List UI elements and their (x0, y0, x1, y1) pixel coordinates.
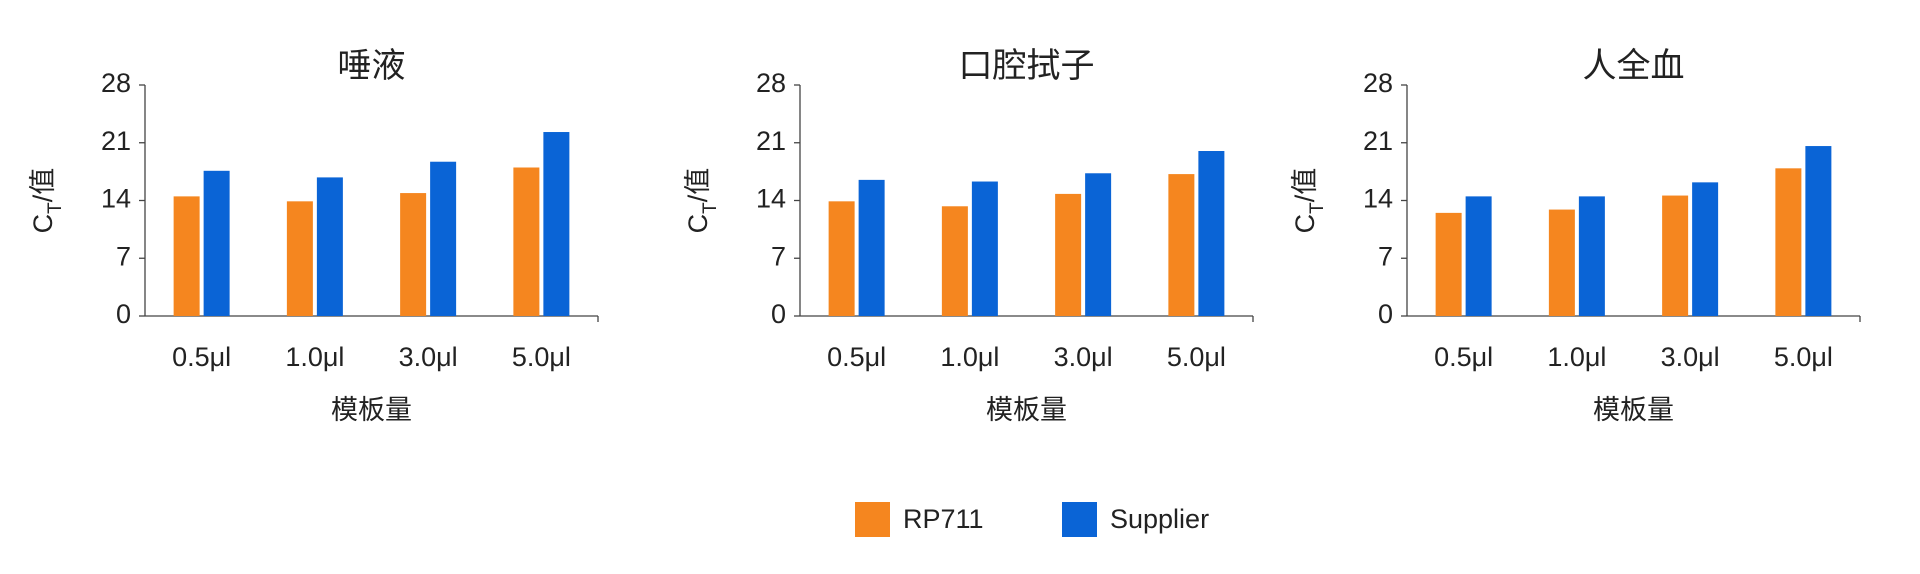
bar (1775, 168, 1802, 316)
x-tick-label: 5.0μl (512, 342, 571, 372)
x-axis-label: 模板量 (331, 395, 412, 425)
bar (203, 170, 230, 316)
bar (543, 132, 570, 316)
x-tick-label: 1.0μl (940, 342, 999, 372)
bar (941, 206, 968, 316)
x-tick-label: 3.0μl (1661, 342, 1720, 372)
bar (1198, 151, 1225, 316)
bar (513, 167, 540, 316)
x-tick-label: 0.5μl (827, 342, 886, 372)
y-axis-label-part: C (683, 214, 713, 234)
legend-swatch (1062, 502, 1097, 537)
y-axis-label: CT/值 (28, 168, 65, 234)
y-axis-label-part: C (1290, 214, 1320, 234)
x-tick-label: 3.0μl (1054, 342, 1113, 372)
legend-swatch (855, 502, 890, 537)
bar (1465, 196, 1492, 316)
bar (430, 161, 457, 316)
y-axis-label-part: /值 (28, 168, 58, 203)
y-tick-label: 28 (756, 68, 786, 98)
y-tick-label: 14 (1363, 184, 1393, 214)
y-axis-label-part: C (28, 214, 58, 234)
x-axis-label: 模板量 (1593, 395, 1674, 425)
y-axis-label-part: T (700, 202, 721, 214)
y-axis-label: CT/值 (683, 168, 720, 234)
y-axis-label-part: T (45, 202, 66, 214)
y-tick-label: 21 (101, 126, 131, 156)
chart-title: 人全血 (1583, 47, 1685, 85)
bar (858, 179, 885, 316)
y-tick-label: 7 (1378, 241, 1393, 271)
y-tick-label: 0 (116, 299, 131, 329)
y-tick-label: 0 (1378, 299, 1393, 329)
y-tick-label: 21 (1363, 126, 1393, 156)
bar (316, 177, 343, 316)
bar (1435, 212, 1462, 316)
y-tick-label: 14 (101, 184, 131, 214)
y-tick-label: 21 (756, 126, 786, 156)
bar (1168, 174, 1195, 316)
x-tick-label: 1.0μl (285, 342, 344, 372)
bar (173, 196, 200, 316)
x-tick-label: 0.5μl (172, 342, 231, 372)
legend-label: Supplier (1110, 504, 1209, 534)
x-tick-label: 5.0μl (1167, 342, 1226, 372)
y-axis-label-part: /值 (683, 168, 713, 203)
y-tick-label: 7 (116, 241, 131, 271)
bar (1578, 196, 1605, 316)
bar (1548, 209, 1575, 316)
y-tick-label: 28 (101, 68, 131, 98)
bar (1805, 146, 1832, 316)
bar (1692, 182, 1719, 316)
bar (286, 201, 313, 316)
x-tick-label: 1.0μl (1547, 342, 1606, 372)
bar (400, 193, 427, 316)
y-tick-label: 0 (771, 299, 786, 329)
y-tick-label: 7 (771, 241, 786, 271)
bar (1662, 195, 1689, 316)
x-tick-label: 3.0μl (399, 342, 458, 372)
y-axis-label-part: /值 (1290, 168, 1320, 203)
y-axis-label: CT/值 (1290, 168, 1327, 234)
x-tick-label: 5.0μl (1774, 342, 1833, 372)
bar (971, 181, 998, 316)
y-axis-label-part: T (1307, 202, 1328, 214)
legend-label: RP711 (903, 504, 984, 534)
bar (1055, 193, 1082, 316)
bar (828, 201, 855, 316)
y-tick-label: 14 (756, 184, 786, 214)
y-tick-label: 28 (1363, 68, 1393, 98)
bar (1085, 173, 1112, 316)
chart-title: 唾液 (338, 47, 406, 85)
x-tick-label: 0.5μl (1434, 342, 1493, 372)
x-axis-label: 模板量 (986, 395, 1067, 425)
chart-title: 口腔拭子 (959, 47, 1095, 85)
